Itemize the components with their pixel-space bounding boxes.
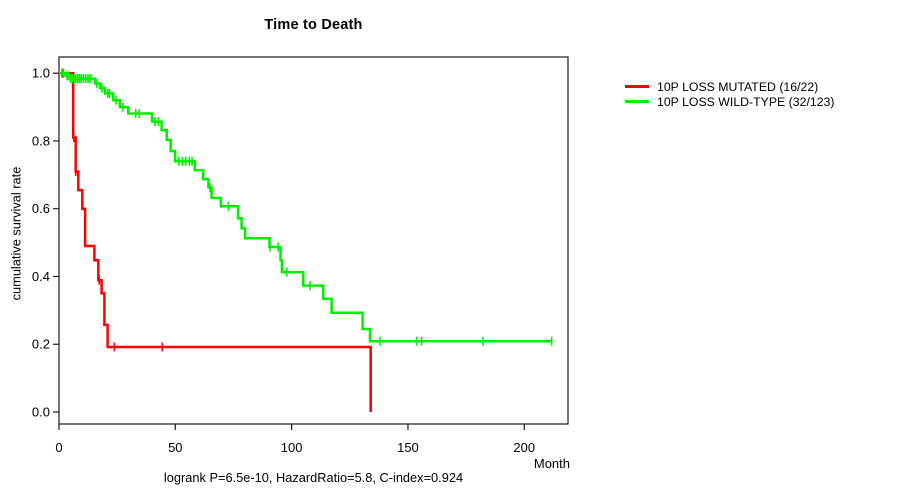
stats-caption: logrank P=6.5e-10, HazardRatio=5.8, C-in… [163, 470, 464, 485]
legend: 10P LOSS MUTATED (16/22) 10P LOSS WILD-T… [625, 79, 834, 109]
x-tick-label: 200 [513, 440, 535, 455]
y-tick-label: 0.6 [32, 201, 50, 216]
survival-curve-wild-type [59, 71, 552, 343]
x-tick-label: 150 [397, 440, 419, 455]
legend-item-wild-type: 10P LOSS WILD-TYPE (32/123) [625, 94, 834, 109]
survival-curve-mutated [59, 71, 372, 412]
x-axis-title: Month [533, 456, 570, 471]
x-tick-label: 100 [281, 440, 303, 455]
y-axis-title: cumulative survival rate [8, 166, 24, 301]
legend-label-wild-type: 10P LOSS WILD-TYPE (32/123) [657, 94, 835, 109]
chart-title: Time to Death [264, 17, 363, 33]
x-tick-label: 50 [168, 440, 182, 455]
plot-border [58, 56, 569, 425]
legend-label-mutated: 10P LOSS MUTATED (16/22) [657, 79, 819, 94]
legend-line-swatch-mutated [625, 85, 649, 88]
x-tick-label: 0 [55, 440, 62, 455]
legend-item-mutated: 10P LOSS MUTATED (16/22) [625, 79, 834, 94]
y-tick-label: 1.0 [32, 66, 50, 81]
y-tick-label: 0.4 [32, 269, 50, 284]
y-tick-label: 0.2 [32, 337, 50, 352]
y-tick-label: 0.0 [32, 405, 50, 420]
y-tick-label: 0.8 [32, 133, 50, 148]
legend-line-swatch-wild-type [625, 100, 649, 103]
